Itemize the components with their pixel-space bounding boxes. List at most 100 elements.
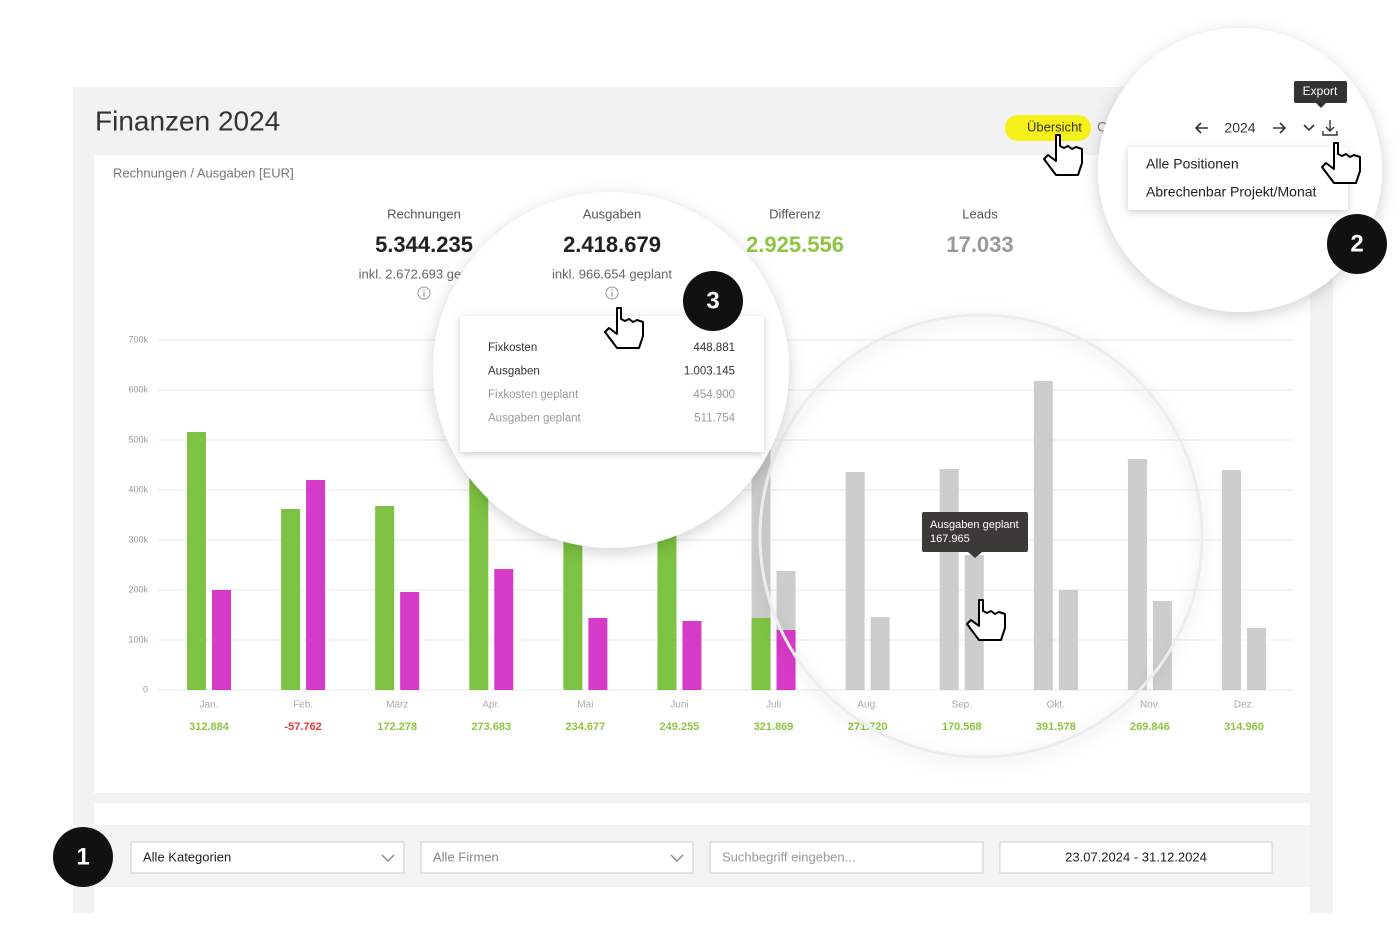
kpi-note: inkl. 966.654 geplant [552,266,672,281]
step-badge-number: 2 [1350,230,1363,257]
breakdown-label: Fixkosten geplant [488,389,579,401]
y-tick-label: 200k [128,584,148,594]
dropdown-chevron[interactable] [1303,124,1315,132]
prev-year-arrow[interactable] [1194,122,1208,134]
kpi-label: Rechnungen [387,206,461,221]
kpi-label: Ausgaben [583,206,642,221]
bar [845,472,865,690]
y-tick-label: 0 [143,684,148,694]
bar-tooltip [922,512,1028,552]
bar [1247,628,1266,690]
bar [375,506,395,690]
chart-title: Rechnungen / Ausgaben [EUR] [113,165,294,180]
bar [776,630,796,690]
x-tick-label: Dez. [1234,700,1255,711]
info-icon[interactable] [605,286,619,300]
x-tick-label: Apr. [482,700,500,711]
x-tick-label: Jan. [200,700,219,711]
export-tooltip-arrow [1316,103,1326,108]
bar [400,592,420,690]
difference-label: 234.677 [565,721,605,733]
y-tick-label: 300k [128,534,148,544]
bar-tooltip-arrow [968,552,982,558]
export-menu-item[interactable]: Alle Positionen [1146,156,1239,172]
step-badge [1327,214,1387,274]
difference-label: 172.278 [377,721,417,733]
download-icon[interactable] [1322,120,1338,136]
y-tick-label: 500k [128,434,148,444]
x-tick-label: Nov. [1140,700,1160,711]
export-tooltip-text: Export [1303,84,1338,98]
kpi-value: 2.925.556 [746,232,844,257]
filter-input[interactable] [130,841,405,874]
filter-text: 23.07.2024 - 31.12.2024 [1065,849,1207,864]
difference-label: 170.568 [942,721,982,733]
y-tick-label: 700k [128,334,148,344]
filter-input[interactable] [999,841,1273,874]
select-chevron [381,854,395,862]
bar [281,509,301,690]
difference-label: 321.869 [754,721,794,733]
bar [563,516,583,690]
bar [187,432,206,690]
y-tick-label: 600k [128,384,148,394]
difference-label: 269.846 [1130,721,1170,733]
hand-cursor [1043,134,1083,176]
step-badge-number: 1 [76,843,89,870]
x-tick-label: Juni [670,700,688,711]
breakdown-value: 511.754 [694,413,735,425]
step-badge [683,271,743,331]
x-tick-label: Sep. [951,700,972,711]
info-icon[interactable] [417,286,431,300]
difference-label: 314.960 [1224,721,1264,733]
kpi-note: inkl. 2.672.693 geplant [359,266,490,281]
bar [306,480,326,690]
filter-input[interactable] [709,841,984,874]
bar [657,513,677,690]
difference-label: -57.762 [284,721,321,733]
page-title: Finanzen 2024 [95,105,280,136]
export-tooltip [1294,81,1347,103]
kpi-value: 5.344.235 [375,232,473,257]
x-tick-label: Feb. [293,700,313,711]
bar [870,617,890,690]
breakdown-value: 1.003.145 [684,366,735,378]
step-badge-number: 3 [706,287,719,314]
bar [469,453,489,690]
bar [588,618,608,690]
tab[interactable]: Übersicht [1027,119,1082,134]
filter-input[interactable] [420,841,694,874]
x-tick-label: Juli [766,700,781,711]
step-badge [53,827,113,887]
breakdown-value: 448.881 [693,342,735,354]
bar [751,618,771,690]
hand-cursor [1321,142,1361,184]
bar [939,469,959,690]
breakdown-label: Ausgaben geplant [488,413,582,425]
bar [212,590,231,690]
export-menu [1128,147,1348,210]
y-tick-label: 400k [128,484,148,494]
info-icon-dot [423,289,425,291]
bar [1152,601,1172,690]
bar [1222,470,1241,690]
kpi-label: Differenz [769,206,821,221]
filter-text: Alle Kategorien [143,849,231,864]
bar [1033,381,1053,690]
bar-tooltip-title: Ausgaben geplant [930,519,1019,531]
hand-cursor [966,599,1006,641]
kpi-label: Leads [962,206,998,221]
bar [494,569,514,690]
bar [682,621,702,690]
x-tick-label: Aug. [857,700,878,711]
breakdown-label: Fixkosten [488,342,537,354]
bar [1058,590,1078,690]
bar-tooltip-value: 167.965 [930,533,970,545]
export-menu-item[interactable]: Abrechenbar Projekt/Monat [1146,184,1317,200]
x-tick-label: Okt. [1047,700,1065,711]
x-tick-label: März [386,700,408,711]
breakdown-value: 454.900 [693,389,735,401]
kpi-value: 2.418.679 [563,232,661,257]
next-year-arrow[interactable] [1273,122,1287,134]
